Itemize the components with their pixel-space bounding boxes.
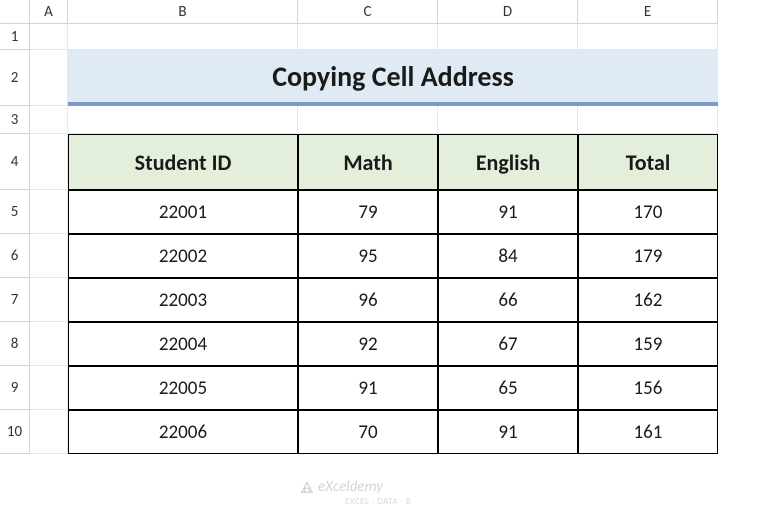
grid-corner[interactable] bbox=[0, 0, 30, 24]
data-cell[interactable]: 91 bbox=[298, 366, 438, 410]
cell-c1[interactable] bbox=[298, 24, 438, 50]
cell-a3[interactable] bbox=[30, 106, 68, 134]
spreadsheet-grid: A B C D E 1 2 Copying Cell Address 3 4 S… bbox=[0, 0, 768, 454]
data-cell[interactable]: 22003 bbox=[68, 278, 298, 322]
col-header-d[interactable]: D bbox=[438, 0, 578, 24]
col-header-a[interactable]: A bbox=[30, 0, 68, 24]
cell-c3[interactable] bbox=[298, 106, 438, 134]
header-english[interactable]: English bbox=[438, 134, 578, 190]
watermark-text: eXceldemy bbox=[318, 478, 383, 496]
cell-a8[interactable] bbox=[30, 322, 68, 366]
data-cell[interactable]: 70 bbox=[298, 410, 438, 454]
row-header-10[interactable]: 10 bbox=[0, 410, 30, 454]
cell-b1[interactable] bbox=[68, 24, 298, 50]
data-cell[interactable]: 66 bbox=[438, 278, 578, 322]
row-header-7[interactable]: 7 bbox=[0, 278, 30, 322]
col-header-c[interactable]: C bbox=[298, 0, 438, 24]
cell-d3[interactable] bbox=[438, 106, 578, 134]
data-cell[interactable]: 96 bbox=[298, 278, 438, 322]
data-cell[interactable]: 22005 bbox=[68, 366, 298, 410]
row-header-4[interactable]: 4 bbox=[0, 134, 30, 190]
header-total[interactable]: Total bbox=[578, 134, 718, 190]
data-cell[interactable]: 22004 bbox=[68, 322, 298, 366]
data-cell[interactable]: 84 bbox=[438, 234, 578, 278]
header-student-id[interactable]: Student ID bbox=[68, 134, 298, 190]
data-cell[interactable]: 67 bbox=[438, 322, 578, 366]
data-cell[interactable]: 170 bbox=[578, 190, 718, 234]
header-math[interactable]: Math bbox=[298, 134, 438, 190]
cell-a6[interactable] bbox=[30, 234, 68, 278]
cell-e1[interactable] bbox=[578, 24, 718, 50]
data-cell[interactable]: 22002 bbox=[68, 234, 298, 278]
row-header-5[interactable]: 5 bbox=[0, 190, 30, 234]
cell-a4[interactable] bbox=[30, 134, 68, 190]
data-cell[interactable]: 95 bbox=[298, 234, 438, 278]
row-header-8[interactable]: 8 bbox=[0, 322, 30, 366]
cell-a10[interactable] bbox=[30, 410, 68, 454]
cell-a2[interactable] bbox=[30, 50, 68, 106]
data-cell[interactable]: 156 bbox=[578, 366, 718, 410]
data-cell[interactable]: 162 bbox=[578, 278, 718, 322]
cell-a1[interactable] bbox=[30, 24, 68, 50]
data-cell[interactable]: 92 bbox=[298, 322, 438, 366]
data-cell[interactable]: 91 bbox=[438, 410, 578, 454]
data-cell[interactable]: 22001 bbox=[68, 190, 298, 234]
cell-a7[interactable] bbox=[30, 278, 68, 322]
watermark-icon bbox=[300, 480, 314, 494]
watermark: eXceldemy bbox=[300, 478, 383, 496]
cell-d1[interactable] bbox=[438, 24, 578, 50]
data-cell[interactable]: 65 bbox=[438, 366, 578, 410]
row-header-2[interactable]: 2 bbox=[0, 50, 30, 106]
col-header-e[interactable]: E bbox=[578, 0, 718, 24]
row-header-3[interactable]: 3 bbox=[0, 106, 30, 134]
title-cell[interactable]: Copying Cell Address bbox=[68, 50, 718, 106]
data-cell[interactable]: 22006 bbox=[68, 410, 298, 454]
row-header-1[interactable]: 1 bbox=[0, 24, 30, 50]
watermark-sub: EXCEL · DATA · B bbox=[345, 496, 411, 507]
col-header-b[interactable]: B bbox=[68, 0, 298, 24]
data-cell[interactable]: 91 bbox=[438, 190, 578, 234]
data-cell[interactable]: 159 bbox=[578, 322, 718, 366]
cell-e3[interactable] bbox=[578, 106, 718, 134]
data-cell[interactable]: 179 bbox=[578, 234, 718, 278]
cell-b3[interactable] bbox=[68, 106, 298, 134]
data-cell[interactable]: 161 bbox=[578, 410, 718, 454]
cell-a5[interactable] bbox=[30, 190, 68, 234]
row-header-9[interactable]: 9 bbox=[0, 366, 30, 410]
cell-a9[interactable] bbox=[30, 366, 68, 410]
row-header-6[interactable]: 6 bbox=[0, 234, 30, 278]
data-cell[interactable]: 79 bbox=[298, 190, 438, 234]
